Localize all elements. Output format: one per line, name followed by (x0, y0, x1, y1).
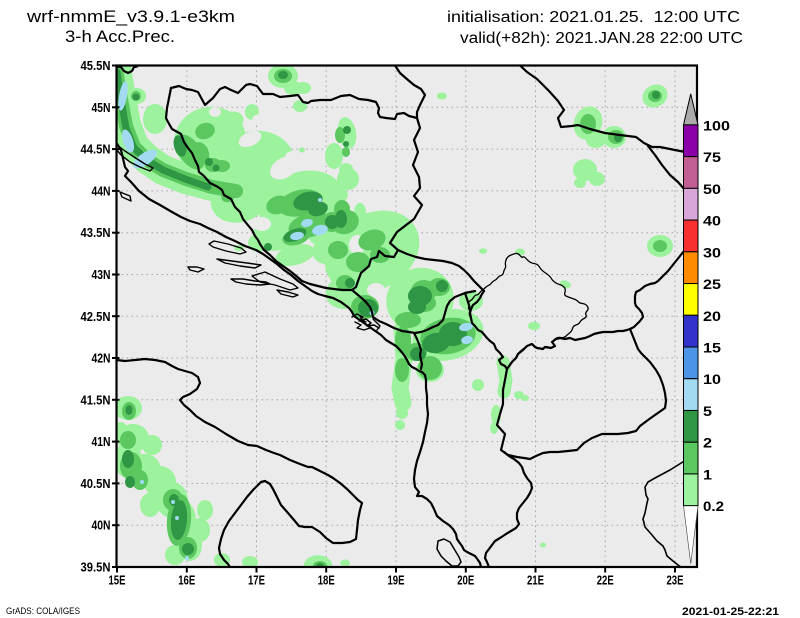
svg-text:50: 50 (703, 182, 721, 197)
svg-text:44.5N: 44.5N (81, 142, 111, 157)
svg-text:16E: 16E (178, 573, 195, 588)
svg-text:39.5N: 39.5N (81, 560, 111, 575)
svg-text:25: 25 (703, 277, 722, 292)
svg-text:20E: 20E (457, 573, 474, 588)
svg-text:3-h Acc.Prec.: 3-h Acc.Prec. (65, 28, 175, 46)
svg-text:75: 75 (703, 150, 722, 165)
svg-text:18E: 18E (318, 573, 335, 588)
svg-text:GrADS: COLA/IGES: GrADS: COLA/IGES (6, 606, 80, 617)
svg-text:10: 10 (703, 372, 721, 387)
svg-text:41.5N: 41.5N (81, 392, 111, 407)
svg-text:43N: 43N (92, 267, 111, 282)
svg-text:40N: 40N (92, 518, 111, 533)
svg-text:2021-01-25-22:21: 2021-01-25-22:21 (682, 606, 779, 618)
svg-text:42.5N: 42.5N (81, 309, 111, 324)
svg-text:2: 2 (703, 436, 712, 451)
svg-text:22E: 22E (597, 573, 614, 588)
svg-text:21E: 21E (527, 573, 544, 588)
svg-text:45.5N: 45.5N (81, 58, 111, 73)
svg-text:15E: 15E (109, 573, 126, 588)
svg-text:valid(+82h): 2021.JAN.28 22:00: valid(+82h): 2021.JAN.28 22:00 UTC (460, 30, 743, 47)
svg-text:15: 15 (703, 341, 722, 356)
svg-text:0.2: 0.2 (703, 499, 724, 514)
svg-text:40.5N: 40.5N (81, 476, 111, 491)
svg-text:100: 100 (703, 118, 730, 133)
svg-text:17E: 17E (248, 573, 265, 588)
svg-text:41N: 41N (92, 434, 111, 449)
svg-text:19E: 19E (388, 573, 405, 588)
svg-text:23E: 23E (667, 573, 684, 588)
svg-text:wrf-nmmE_v3.9.1-e3km: wrf-nmmE_v3.9.1-e3km (26, 8, 235, 26)
svg-text:initialisation: 2021.01.25. 1: initialisation: 2021.01.25. 12:00 UTC (447, 9, 740, 26)
svg-text:42N: 42N (92, 351, 111, 366)
svg-text:44N: 44N (92, 183, 111, 198)
svg-text:30: 30 (703, 245, 721, 260)
svg-text:5: 5 (703, 404, 713, 419)
svg-text:40: 40 (703, 214, 721, 229)
svg-text:1: 1 (703, 467, 713, 482)
svg-text:43.5N: 43.5N (81, 225, 111, 240)
svg-text:45N: 45N (92, 100, 111, 115)
svg-text:20: 20 (703, 309, 721, 324)
